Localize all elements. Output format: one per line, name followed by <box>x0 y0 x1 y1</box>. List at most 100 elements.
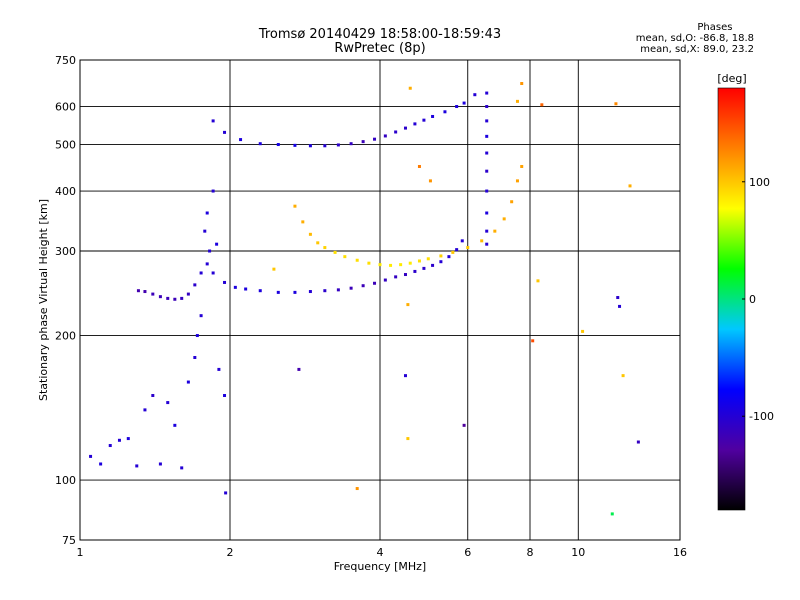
echo-point <box>417 259 421 263</box>
echo-point <box>485 169 489 173</box>
echo-point <box>186 292 190 296</box>
x-tick-label: 4 <box>377 546 384 559</box>
echo-point <box>462 423 466 427</box>
y-tick-label: 75 <box>62 534 76 547</box>
echo-point <box>403 374 407 378</box>
echo-point <box>308 232 312 236</box>
echo-point <box>455 105 459 109</box>
echo-point <box>158 462 162 466</box>
echo-point <box>399 263 403 267</box>
echo-point <box>143 290 147 294</box>
echo-point <box>308 144 312 148</box>
phase-colorbar: [deg] 100 0 -100 <box>717 72 774 511</box>
echo-point <box>173 297 177 301</box>
echo-point <box>502 217 506 221</box>
x-axis-ticks: 1 2 4 6 8 10 16 <box>77 546 688 559</box>
echo-point <box>126 437 130 441</box>
y-tick-label: 600 <box>55 101 76 114</box>
echo-point <box>223 280 227 284</box>
echo-point <box>199 271 203 275</box>
colorbar-gradient <box>718 88 745 510</box>
data-points <box>89 82 640 516</box>
echo-point <box>203 229 207 233</box>
echo-point <box>193 355 197 359</box>
echo-point <box>520 164 524 168</box>
plot-frame <box>79 59 681 541</box>
echo-point <box>378 263 382 267</box>
echo-point <box>373 137 377 141</box>
x-axis-label: Frequency [MHz] <box>334 560 426 573</box>
echo-point <box>373 281 377 285</box>
echo-point <box>301 220 305 224</box>
echo-point <box>383 134 387 138</box>
echo-point <box>355 487 359 491</box>
x-tick-label: 6 <box>464 546 471 559</box>
echo-point <box>389 263 393 267</box>
echo-point <box>258 142 262 146</box>
echo-point <box>515 179 519 183</box>
echo-point <box>466 246 470 250</box>
echo-point <box>394 275 398 279</box>
echo-point <box>217 367 221 371</box>
echo-point <box>413 122 417 126</box>
phase-stats: Phases mean, sd,O: -86.8, 18.8 mean, sd,… <box>636 22 754 55</box>
echo-point <box>403 126 407 130</box>
colorbar-tick-label: -100 <box>749 410 774 423</box>
echo-point <box>485 91 489 95</box>
echo-point <box>485 134 489 138</box>
echo-point <box>166 401 170 405</box>
echo-point <box>143 408 147 412</box>
echo-point <box>276 290 280 294</box>
echo-point <box>336 143 340 147</box>
echo-point <box>199 314 203 318</box>
echo-point <box>636 440 640 444</box>
echo-point <box>451 250 455 254</box>
x-tick-label: 1 <box>77 546 84 559</box>
echo-point <box>621 374 625 378</box>
echo-point <box>417 164 421 168</box>
echo-point <box>493 229 497 233</box>
echo-point <box>158 295 162 299</box>
colorbar-tick-label: 100 <box>749 176 770 189</box>
y-tick-label: 200 <box>55 330 76 343</box>
echo-point <box>614 102 618 106</box>
echo-point <box>485 242 489 246</box>
echo-point <box>403 273 407 277</box>
echo-point <box>293 290 297 294</box>
echo-point <box>151 292 155 296</box>
x-tick-label: 10 <box>571 546 585 559</box>
echo-point <box>616 296 620 300</box>
echo-point <box>323 289 327 293</box>
y-tick-label: 400 <box>55 185 76 198</box>
echo-point <box>394 130 398 134</box>
grid-lines <box>80 60 680 540</box>
x-tick-label: 16 <box>673 546 687 559</box>
echo-point <box>223 394 227 398</box>
echo-point <box>173 423 177 427</box>
y-tick-label: 500 <box>55 139 76 152</box>
echo-point <box>406 437 410 441</box>
echo-point <box>355 258 359 262</box>
echo-point <box>211 271 215 275</box>
echo-point <box>618 304 622 308</box>
echo-point <box>180 466 184 470</box>
echo-point <box>406 303 410 307</box>
echo-point <box>439 254 443 258</box>
phase-stats-o: mean, sd,O: -86.8, 18.8 <box>635 33 754 44</box>
echo-point <box>323 246 327 250</box>
echo-point <box>258 289 262 293</box>
echo-point <box>485 229 489 233</box>
echo-point <box>367 261 371 265</box>
echo-point <box>413 269 417 273</box>
chart-title: Tromsø 20140429 18:58:00-18:59:43 <box>258 27 502 42</box>
colorbar-tick-label: 0 <box>749 293 756 306</box>
echo-point <box>460 239 464 243</box>
echo-point <box>239 138 243 142</box>
echo-point <box>272 267 276 271</box>
echo-point <box>428 179 432 183</box>
echo-point <box>297 367 301 371</box>
echo-point <box>343 255 347 259</box>
y-axis-label: Stationary phase Virtual Height [km] <box>37 199 50 401</box>
echo-point <box>180 296 184 300</box>
echo-point <box>510 200 514 204</box>
